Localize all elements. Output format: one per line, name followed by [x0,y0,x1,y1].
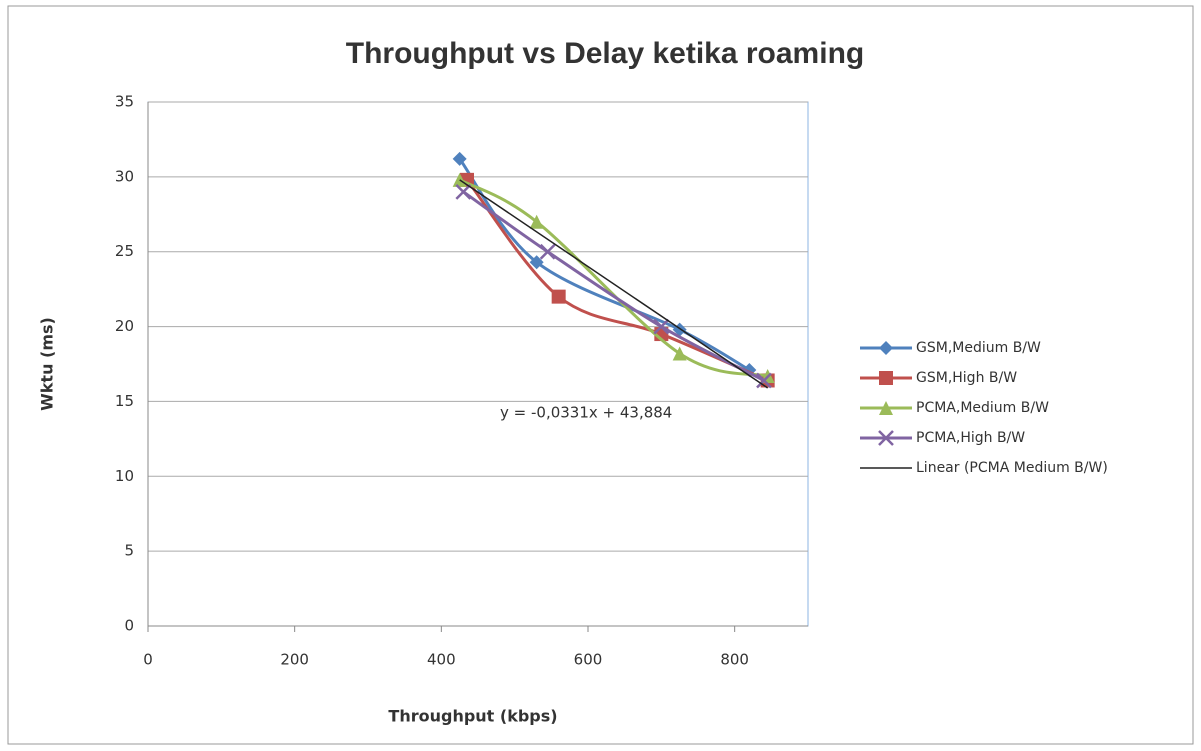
marker [653,318,670,335]
marker [756,372,772,389]
legend-label: GSM,Medium B/W [916,340,1041,356]
legend-label: PCMA,Medium B/W [916,400,1049,416]
series-line [458,157,751,372]
x-tick-label: 600 [574,651,603,669]
y-tick-label: 10 [115,467,134,485]
legend-label: Linear (PCMA Medium B/W) [916,460,1108,476]
legend-label: PCMA,High B/W [916,430,1025,446]
marker [529,214,544,229]
y-tick-label: 20 [115,317,134,335]
x-axis-label: Throughput (kbps) [388,707,557,726]
legend-label: GSM,High B/W [916,370,1017,386]
x-tick-label: 0 [143,651,153,669]
x-tick-label: 800 [720,651,749,669]
marker [529,255,544,270]
marker [879,371,893,385]
y-tick-label: 5 [124,542,134,560]
marker [672,346,687,361]
annotation: y = -0,0331x + 43,884 [500,404,672,422]
y-tick-label: 30 [115,167,134,185]
marker [455,183,472,200]
marker [879,341,893,355]
marker [879,401,893,415]
chart-title: Throughput vs Delay ketika roaming [346,37,864,70]
marker [452,151,467,166]
series-line [458,178,769,378]
plot-area [147,101,809,627]
y-axis-label: Wktu (ms) [38,317,57,411]
marker [878,430,894,446]
marker [551,289,566,304]
series-line [462,190,765,382]
x-tick-label: 200 [280,651,309,669]
y-tick-label: 15 [115,392,134,410]
y-tick-label: 0 [124,617,134,635]
y-tick-label: 25 [115,242,134,260]
x-tick-label: 400 [427,651,456,669]
trendline [459,179,769,389]
marker [539,243,556,260]
y-tick-label: 35 [115,93,134,111]
